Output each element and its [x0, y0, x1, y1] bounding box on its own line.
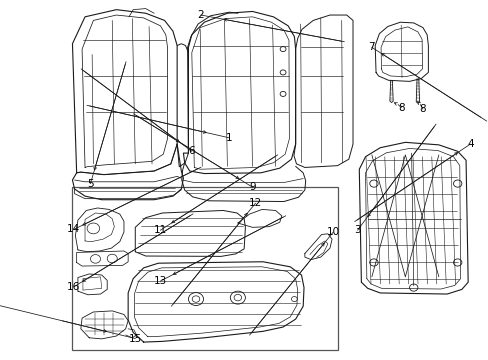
Text: 14: 14 [67, 225, 80, 234]
Text: 6: 6 [188, 146, 195, 156]
Text: 13: 13 [153, 276, 167, 286]
Bar [72, 187, 338, 350]
Text: 10: 10 [326, 227, 339, 237]
Text: 1: 1 [225, 133, 231, 143]
Text: 2: 2 [197, 10, 204, 20]
Text: 12: 12 [248, 198, 262, 208]
Text: 15: 15 [128, 333, 142, 343]
Text: 7: 7 [368, 42, 374, 52]
Text: 11: 11 [153, 225, 167, 235]
Text: 8: 8 [397, 103, 404, 113]
Text: 5: 5 [87, 179, 94, 189]
Text: 3: 3 [354, 225, 360, 235]
Text: 9: 9 [249, 182, 255, 192]
Text: 4: 4 [466, 139, 472, 149]
Text: 16: 16 [67, 282, 80, 292]
Text: 8: 8 [419, 104, 426, 114]
